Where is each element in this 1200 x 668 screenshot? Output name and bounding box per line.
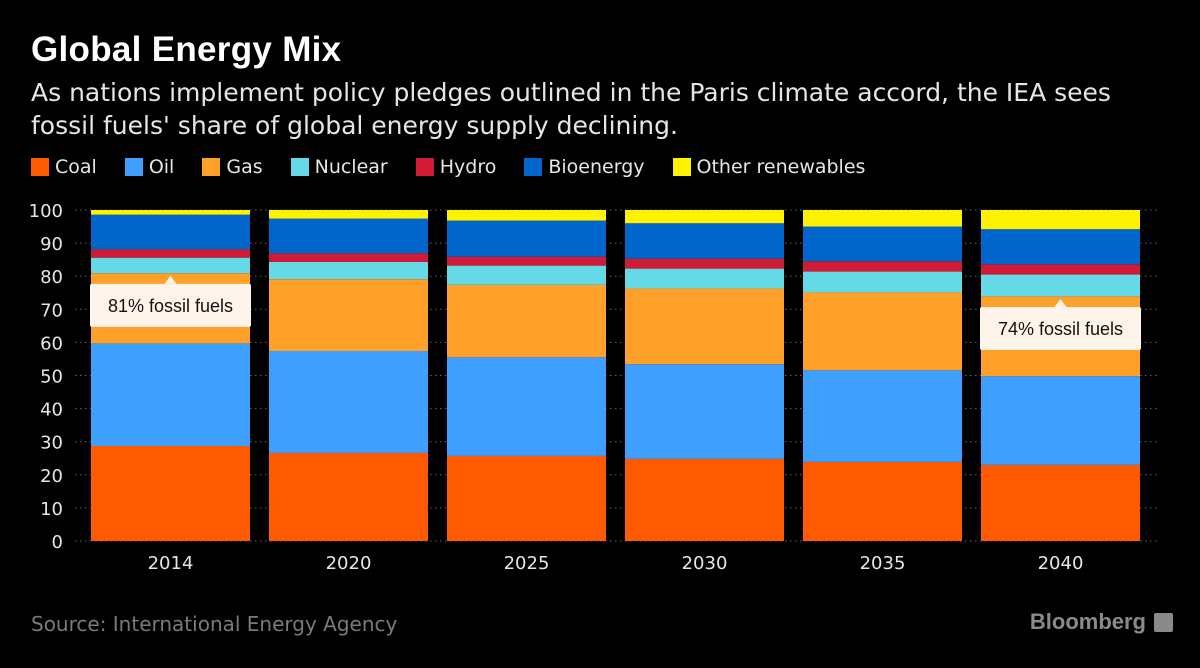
annotation-label: 81% fossil fuels bbox=[108, 296, 233, 316]
bar-segment-hydro-2014 bbox=[91, 249, 250, 258]
legend-label: Gas bbox=[226, 156, 263, 178]
annotation-box bbox=[90, 283, 251, 327]
legend-item-nuclear: Nuclear bbox=[290, 156, 388, 178]
legend-label: Other renewables bbox=[696, 156, 866, 178]
legend-item-bioenergy: Bioenergy bbox=[524, 156, 645, 178]
legend-label: Nuclear bbox=[314, 156, 388, 178]
legend-item-hydro: Hydro bbox=[415, 156, 497, 178]
x-tick-label: 2020 bbox=[326, 553, 372, 574]
bar-segment-hydro-2030 bbox=[625, 258, 784, 269]
y-tick-label: 20 bbox=[40, 466, 63, 487]
y-tick-label: 80 bbox=[40, 267, 63, 288]
bar-segment-coal-2040 bbox=[981, 464, 1140, 541]
bar-segment-oil-2030 bbox=[625, 364, 784, 459]
x-tick-label: 2025 bbox=[504, 553, 550, 574]
bar-segment-gas-2035 bbox=[803, 292, 962, 371]
bar-segment-oil-2020 bbox=[269, 351, 428, 453]
legend-label: Hydro bbox=[439, 156, 497, 178]
bar-segment-bioenergy-2040 bbox=[981, 229, 1140, 265]
y-tick-label: 0 bbox=[52, 532, 63, 553]
bar-segment-oil-2035 bbox=[803, 370, 962, 462]
bar-segment-coal-2030 bbox=[625, 458, 784, 541]
bar-segment-nuclear-2014 bbox=[91, 257, 250, 274]
annotation-pointer bbox=[164, 275, 177, 284]
legend-swatch bbox=[202, 158, 221, 176]
annotation-label: 74% fossil fuels bbox=[998, 319, 1123, 339]
bar-segment-other-renewables-2020 bbox=[269, 210, 428, 219]
bar-segment-hydro-2020 bbox=[269, 253, 428, 262]
y-tick-label: 100 bbox=[29, 201, 63, 222]
bar-segment-nuclear-2030 bbox=[625, 268, 784, 289]
y-tick-label: 50 bbox=[40, 367, 63, 388]
y-tick-label: 40 bbox=[40, 400, 63, 421]
y-tick-label: 70 bbox=[40, 300, 63, 321]
bar-segment-coal-2020 bbox=[269, 452, 428, 541]
bar-segment-nuclear-2020 bbox=[269, 261, 428, 280]
bloomberg-logo: Bloomberg bbox=[1029, 609, 1146, 634]
bar-segment-hydro-2035 bbox=[803, 261, 962, 272]
y-tick-label: 10 bbox=[40, 499, 63, 520]
x-tick-label: 2030 bbox=[682, 553, 728, 574]
x-tick-label: 2040 bbox=[1038, 553, 1084, 574]
bar-segment-gas-2025 bbox=[447, 284, 606, 358]
bar-segment-coal-2035 bbox=[803, 461, 962, 541]
annotation-pointer bbox=[1054, 299, 1067, 308]
bar-segment-oil-2040 bbox=[981, 376, 1140, 465]
y-tick-label: 60 bbox=[40, 333, 63, 354]
bar-segment-oil-2014 bbox=[91, 343, 250, 447]
bar-segment-hydro-2025 bbox=[447, 256, 606, 266]
legend: Coal Oil Gas Nuclear Hydro Bioenergy Other ren… bbox=[31, 156, 893, 178]
legend-label: Oil bbox=[148, 156, 175, 178]
bar-segment-gas-2030 bbox=[625, 288, 784, 365]
chart-subtitle: As nations implement policy pledges outl… bbox=[31, 78, 1111, 140]
bar-segment-nuclear-2025 bbox=[447, 265, 606, 285]
bar-segment-bioenergy-2020 bbox=[269, 218, 428, 254]
x-tick-label: 2014 bbox=[148, 553, 194, 574]
bar-segment-hydro-2040 bbox=[981, 264, 1140, 275]
bar-segment-bioenergy-2030 bbox=[625, 223, 784, 259]
legend-swatch bbox=[124, 158, 143, 176]
bar-segment-oil-2025 bbox=[447, 357, 606, 456]
bar-segment-other-renewables-2040 bbox=[981, 210, 1140, 230]
legend-item-gas: Gas bbox=[202, 156, 263, 178]
legend-label: Coal bbox=[55, 156, 97, 178]
legend-label: Bioenergy bbox=[548, 156, 645, 178]
legend-item-other-renewables: Other renewables bbox=[672, 156, 866, 178]
chart-title: Global Energy Mix bbox=[31, 30, 342, 69]
bar-segment-other-renewables-2035 bbox=[803, 210, 962, 227]
legend-swatch bbox=[672, 158, 691, 176]
bar-segment-gas-2020 bbox=[269, 279, 428, 352]
bar-segment-nuclear-2040 bbox=[981, 274, 1140, 297]
bar-segment-other-renewables-2030 bbox=[625, 210, 784, 224]
y-tick-label: 30 bbox=[40, 433, 63, 454]
bar-segment-nuclear-2035 bbox=[803, 271, 962, 293]
legend-swatch bbox=[524, 158, 543, 176]
bar-segment-bioenergy-2035 bbox=[803, 226, 962, 262]
legend-swatch bbox=[31, 158, 49, 176]
legend-item-coal: Coal bbox=[31, 156, 97, 178]
y-tick-label: 90 bbox=[40, 234, 63, 255]
bar-segment-coal-2014 bbox=[91, 446, 250, 541]
x-tick-label: 2035 bbox=[860, 553, 906, 574]
bloomberg-chart-icon bbox=[1154, 613, 1173, 632]
bar-segment-bioenergy-2014 bbox=[91, 214, 250, 250]
legend-item-oil: Oil bbox=[124, 156, 175, 178]
legend-swatch bbox=[290, 158, 309, 176]
bar-segment-other-renewables-2025 bbox=[447, 210, 606, 221]
source-note: Source: International Energy Agency bbox=[31, 612, 398, 636]
bar-segment-bioenergy-2025 bbox=[447, 220, 606, 257]
bar-segment-other-renewables-2014 bbox=[91, 210, 250, 215]
bar-segment-coal-2025 bbox=[447, 455, 606, 541]
legend-swatch bbox=[415, 158, 434, 176]
annotation-box bbox=[980, 307, 1141, 351]
